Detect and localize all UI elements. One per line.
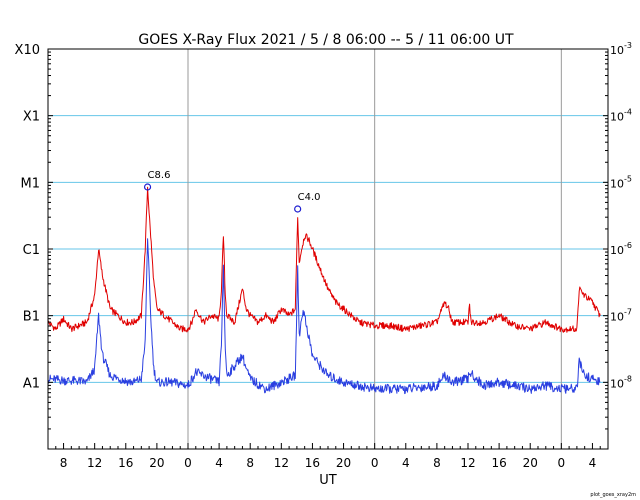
footer-text: plot_goes_xray2m (590, 492, 636, 498)
right-flux-label: 10 (610, 311, 624, 324)
series-line (47, 238, 601, 395)
right-flux-label: 10 (610, 377, 624, 390)
right-flux-label: 10 (610, 44, 624, 57)
x-tick-label: 20 (336, 456, 351, 470)
left-class-label: X10 (15, 43, 40, 58)
left-class-label: X1 (23, 110, 40, 125)
series-layer (47, 186, 601, 395)
x-tick-label: 20 (523, 456, 538, 470)
series-line (47, 186, 601, 333)
left-class-label: M1 (21, 176, 41, 191)
x-tick-label: 12 (274, 456, 289, 470)
x-tick-label: 4 (589, 456, 597, 470)
peak-marker (294, 205, 302, 213)
peak-marker (143, 183, 152, 191)
right-flux-exponent: -8 (624, 374, 632, 383)
x-tick-label: 16 (491, 456, 506, 470)
right-flux-exponent: -6 (624, 241, 632, 250)
peak-label: C4.0 (298, 192, 321, 203)
chart-title: GOES X-Ray Flux 2021 / 5 / 8 06:00 -- 5 … (138, 32, 514, 48)
x-tick-label: 8 (433, 456, 441, 470)
right-flux-exponent: -5 (624, 174, 632, 183)
right-flux-label: 10 (610, 111, 624, 124)
left-class-label: B1 (23, 310, 40, 325)
x-tick-label: 0 (184, 456, 192, 470)
right-flux-exponent: -3 (624, 41, 632, 50)
x-tick-label: 4 (402, 456, 410, 470)
x-axis-label: UT (319, 473, 337, 488)
x-tick-label: 12 (87, 456, 102, 470)
x-tick-label: 4 (215, 456, 223, 470)
x-tick-label: 0 (558, 456, 566, 470)
x-tick-label: 12 (460, 456, 475, 470)
x-tick-label: 8 (246, 456, 254, 470)
left-class-label: C1 (23, 243, 40, 258)
right-flux-label: 10 (610, 177, 624, 190)
right-flux-exponent: -4 (624, 108, 632, 117)
right-flux-exponent: -7 (624, 308, 632, 317)
x-tick-label: 20 (149, 456, 164, 470)
x-tick-label: 16 (118, 456, 133, 470)
peak-label: C8.6 (148, 170, 171, 181)
x-tick-label: 0 (371, 456, 379, 470)
left-class-label: A1 (23, 376, 40, 391)
x-tick-label: 16 (305, 456, 320, 470)
right-flux-label: 10 (610, 244, 624, 257)
annotation-layer: C8.6 C4.0 (143, 170, 321, 213)
x-tick-label: 8 (60, 456, 68, 470)
